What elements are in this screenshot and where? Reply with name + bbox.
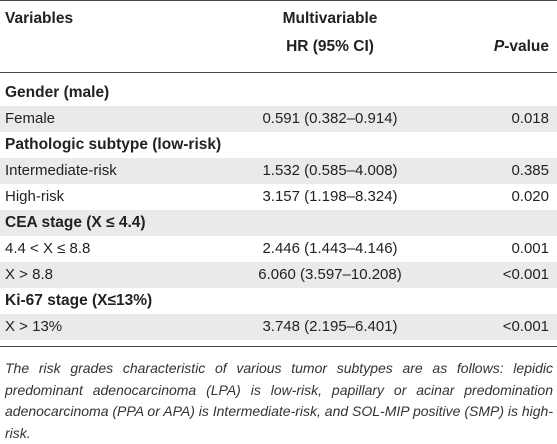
row-variable: High-risk: [5, 188, 65, 205]
table-row: High-risk 3.157 (1.198–8.324) 0.020: [0, 184, 557, 210]
header-p-value: P-value: [494, 38, 549, 56]
row-p: <0.001: [502, 266, 549, 283]
top-rule: [0, 0, 557, 1]
row-hr-text: 3.748 (2.195–6.401): [262, 318, 398, 335]
row-hr-text: 2.446 (1.443–4.146): [262, 240, 398, 257]
table-footnote: The risk grades characteristic of variou…: [5, 360, 554, 441]
header-rule: [0, 72, 557, 73]
table-row: Intermediate-risk 1.532 (0.585–4.008) 0.…: [0, 158, 557, 184]
row-variable: 4.4 < X ≤ 8.8: [5, 240, 91, 257]
row-variable: Gender (male): [5, 84, 110, 101]
header-variables: Variables: [5, 10, 74, 27]
row-p: 0.385: [511, 162, 549, 179]
table-row: Pathologic subtype (low-risk): [0, 132, 557, 158]
bottom-rule: [0, 346, 557, 347]
row-variable: Pathologic subtype (low-risk): [5, 136, 222, 153]
row-p: 0.001: [511, 240, 549, 257]
row-variable: Ki-67 stage (X≤13%): [5, 292, 153, 309]
header-multivariable: Multivariable: [282, 10, 378, 27]
row-variable: Female: [5, 110, 56, 127]
row-variable: CEA stage (X ≤ 4.4): [5, 214, 146, 231]
row-variable: Intermediate-risk: [5, 162, 117, 179]
row-p: 0.018: [511, 110, 549, 127]
header-p-prefix: P: [493, 38, 505, 55]
table-row: Gender (male): [0, 80, 557, 106]
header-hr: HR (95% CI): [286, 38, 374, 55]
row-hr-text: 0.591 (0.382–0.914): [262, 110, 398, 127]
table-row: 4.4 < X ≤ 8.8 2.446 (1.443–4.146) 0.001: [0, 236, 557, 262]
table-row: X > 8.8 6.060 (3.597–10.208) <0.001: [0, 262, 557, 288]
header-p-suffix: -value: [504, 38, 549, 55]
table-row: Female 0.591 (0.382–0.914) 0.018: [0, 106, 557, 132]
row-hr-text: 1.532 (0.585–4.008): [262, 162, 398, 179]
row-hr-text: 6.060 (3.597–10.208): [258, 266, 402, 283]
row-p: <0.001: [502, 318, 549, 335]
table-row: X > 13% 3.748 (2.195–6.401) <0.001: [0, 314, 557, 340]
table-row: Ki-67 stage (X≤13%): [0, 288, 557, 314]
row-hr-text: 3.157 (1.198–8.324): [262, 188, 398, 205]
row-variable: X > 13%: [5, 318, 63, 335]
table-row: CEA stage (X ≤ 4.4): [0, 210, 557, 236]
row-p: 0.020: [511, 188, 549, 205]
row-variable: X > 8.8: [5, 266, 53, 283]
